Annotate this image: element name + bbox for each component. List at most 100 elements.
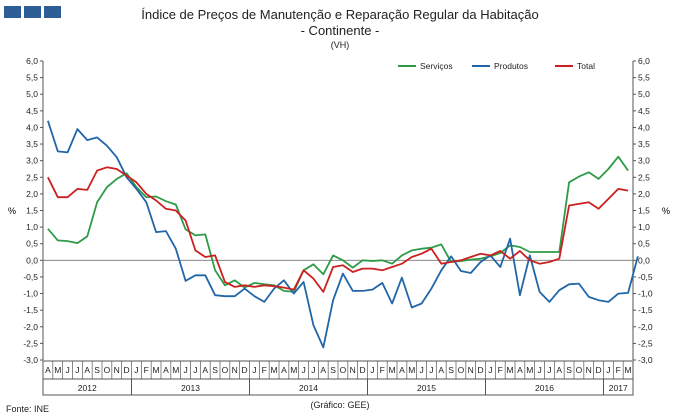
month-label: A — [399, 365, 405, 375]
y-tick-label-right: 2,0 — [638, 189, 650, 199]
month-label: J — [134, 365, 138, 375]
month-label: M — [389, 365, 396, 375]
logo-block-3 — [44, 6, 61, 18]
month-label: S — [94, 365, 100, 375]
y-tick-label-right: 5,0 — [638, 89, 650, 99]
month-label: N — [232, 365, 238, 375]
y-tick-label-left: 1,0 — [26, 222, 38, 232]
month-label: D — [478, 365, 484, 375]
month-label: M — [271, 365, 278, 375]
month-label: J — [370, 365, 374, 375]
y-tick-label-right: 2,5 — [638, 172, 650, 182]
y-tick-label-right: -2,0 — [638, 322, 653, 332]
month-label: J — [547, 365, 551, 375]
month-label: A — [163, 365, 169, 375]
y-tick-label-right: 5,5 — [638, 73, 650, 83]
y-tick-label-left: 0,5 — [26, 239, 38, 249]
chart-unit: (VH) — [330, 40, 350, 50]
y-tick-label-right: -3,0 — [638, 355, 653, 365]
month-label: S — [212, 365, 218, 375]
month-label: A — [84, 365, 90, 375]
month-label: J — [419, 365, 423, 375]
y-tick-label-left: 4,0 — [26, 122, 38, 132]
year-label: 2017 — [609, 383, 628, 393]
y-tick-label-left: 6,0 — [26, 56, 38, 66]
month-label: O — [576, 365, 583, 375]
month-label: A — [320, 365, 326, 375]
y-tick-label-left: 4,5 — [26, 106, 38, 116]
y-tick-label-right: 3,0 — [638, 156, 650, 166]
y-tick-label-left: -1,5 — [23, 305, 38, 315]
month-label: D — [360, 365, 366, 375]
y-tick-label-right: -0,5 — [638, 272, 653, 282]
y-tick-label-right: 6,0 — [638, 56, 650, 66]
y-tick-label-left: 5,5 — [26, 73, 38, 83]
y-axis-label-right: % — [662, 206, 670, 216]
month-label: M — [153, 365, 160, 375]
y-tick-label-left: -0,5 — [23, 272, 38, 282]
month-label: J — [488, 365, 492, 375]
month-label: J — [252, 365, 256, 375]
month-label: J — [301, 365, 305, 375]
y-tick-label-right: -1,5 — [638, 305, 653, 315]
month-label: N — [468, 365, 474, 375]
month-label: F — [262, 365, 267, 375]
month-label: O — [340, 365, 347, 375]
y-tick-label-right: 1,0 — [638, 222, 650, 232]
month-label: J — [311, 365, 315, 375]
month-label: N — [350, 365, 356, 375]
year-label: 2014 — [299, 383, 318, 393]
y-tick-label-right: -2,5 — [638, 338, 653, 348]
month-label: O — [458, 365, 465, 375]
month-label: O — [222, 365, 229, 375]
y-tick-label-right: 4,5 — [638, 106, 650, 116]
month-label: S — [448, 365, 454, 375]
y-tick-label-left: -2,0 — [23, 322, 38, 332]
month-label: D — [242, 365, 248, 375]
chart-credit: (Gráfico: GEE) — [310, 400, 370, 410]
series-line-0 — [47, 155, 629, 293]
y-tick-label-left: 3,5 — [26, 139, 38, 149]
month-label: M — [507, 365, 514, 375]
y-tick-label-left: -3,0 — [23, 355, 38, 365]
month-label: D — [596, 365, 602, 375]
y-tick-label-right: 0,0 — [638, 255, 650, 265]
month-label: J — [193, 365, 197, 375]
month-label: S — [566, 365, 572, 375]
y-tick-label-left: 2,0 — [26, 189, 38, 199]
year-label: 2013 — [181, 383, 200, 393]
y-tick-label-left: 5,0 — [26, 89, 38, 99]
y-tick-label-left: -2,5 — [23, 338, 38, 348]
month-label: A — [517, 365, 523, 375]
chart-source: Fonte: INE — [6, 404, 50, 414]
month-label: A — [202, 365, 208, 375]
month-label: A — [556, 365, 562, 375]
legend-label-2: Total — [577, 61, 595, 71]
chart-subtitle: - Continente - — [300, 23, 380, 38]
month-label: J — [183, 365, 187, 375]
logo-block-2 — [24, 6, 41, 18]
series-line-1 — [47, 120, 639, 349]
year-label: 2016 — [535, 383, 554, 393]
month-label: J — [75, 365, 79, 375]
month-label: F — [616, 365, 621, 375]
series-line-2 — [47, 166, 629, 293]
y-tick-label-left: 0,0 — [26, 255, 38, 265]
legend-label-0: Serviços — [420, 61, 453, 71]
y-axis-label-left: % — [8, 206, 16, 216]
chart-title: Índice de Preços de Manutenção e Reparaç… — [141, 7, 539, 22]
y-tick-label-right: 1,5 — [638, 206, 650, 216]
y-tick-label-left: 1,5 — [26, 206, 38, 216]
y-tick-label-left: -1,0 — [23, 289, 38, 299]
y-tick-label-right: 0,5 — [638, 239, 650, 249]
y-tick-label-left: 3,0 — [26, 156, 38, 166]
logo-block-1 — [4, 6, 21, 18]
month-label: F — [144, 365, 149, 375]
y-tick-label-right: -1,0 — [638, 289, 653, 299]
month-label: J — [429, 365, 433, 375]
month-label: O — [104, 365, 111, 375]
month-label: F — [380, 365, 385, 375]
y-tick-label-right: 3,5 — [638, 139, 650, 149]
